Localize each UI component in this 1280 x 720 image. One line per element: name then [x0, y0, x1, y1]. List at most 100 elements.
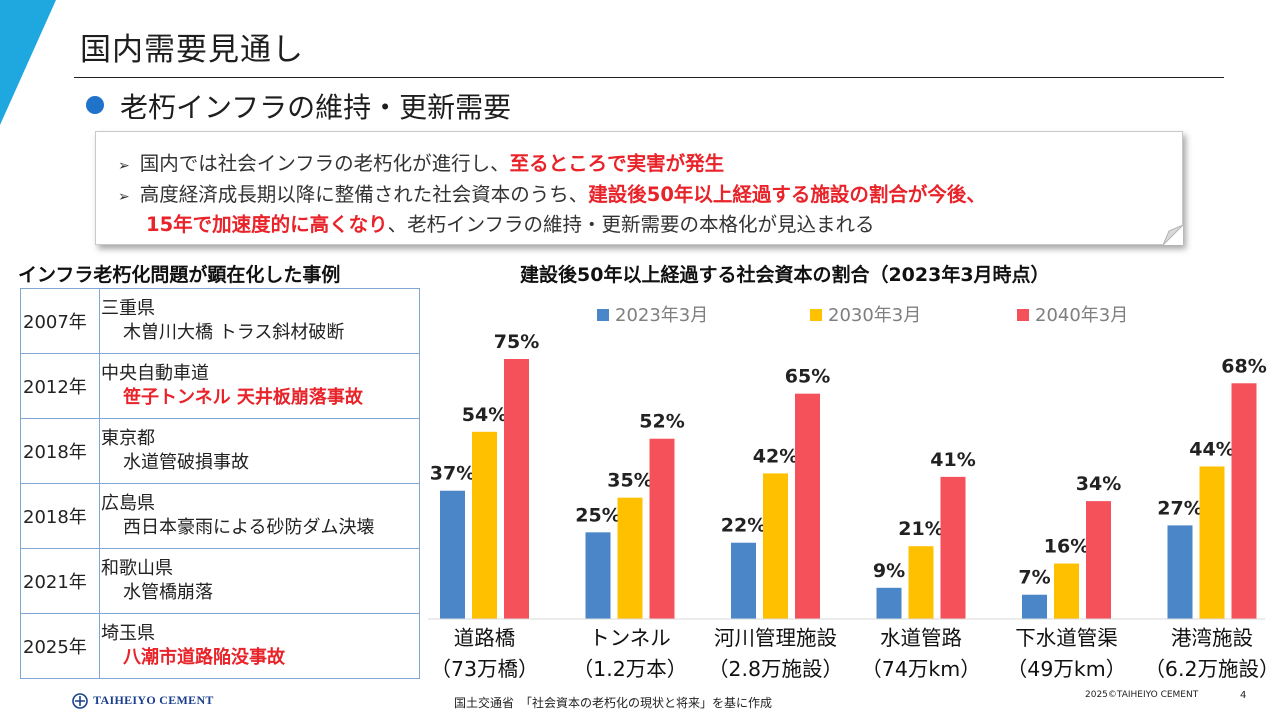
- bar: [731, 542, 756, 619]
- bar-chart: 2023年3月 2030年3月 2040年3月 37% 54% 75% 道路橋 （73万橋） 2…: [428, 305, 1270, 681]
- bar: [795, 393, 820, 619]
- callout-line-2-text: 高度経済成長期以降に整備された社会資本のうち、: [139, 183, 589, 206]
- bar: [940, 476, 966, 619]
- data-label: 22%: [721, 515, 766, 537]
- category-sublabel: （2.8万施設）: [708, 657, 843, 681]
- case-event: 水管橋崩落: [123, 582, 213, 603]
- cases-table: 2007年 三重県 木曽川大橋 トラス斜材破断 2012年 中央自動車道 笹子トンネル 天…: [20, 288, 420, 679]
- bar: [504, 359, 529, 619]
- category-sublabel: （1.2万本）: [573, 657, 688, 681]
- data-label: 7%: [1018, 567, 1050, 589]
- data-label: 27%: [1157, 497, 1202, 519]
- case-year: 2025年: [20, 613, 100, 679]
- data-label: 37%: [430, 463, 475, 485]
- case-year: 2012年: [20, 353, 100, 419]
- triangle-right-icon: ➢: [118, 158, 130, 174]
- legend-swatch: [597, 309, 609, 321]
- bar: [1199, 466, 1225, 619]
- data-label: 42%: [753, 445, 798, 467]
- case-description: 東京都 水道管破損事故: [99, 418, 420, 484]
- table-row: 2025年 埼玉県 八潮市道路陥没事故: [20, 613, 420, 679]
- bar: [649, 438, 675, 619]
- data-label: 75%: [494, 331, 539, 353]
- table-row: 2021年 和歌山県水管橋崩落: [20, 548, 420, 614]
- callout-line-1-text: 国内では社会インフラの老朽化が進行し、: [139, 152, 510, 175]
- category-label: トンネル: [589, 626, 671, 650]
- case-year: 2018年: [20, 483, 100, 549]
- company-logo: TAIHEIYO CEMENT: [72, 690, 214, 709]
- data-label: 44%: [1189, 438, 1234, 460]
- copyright: 2025©TAIHEIYO CEMENT: [1085, 690, 1199, 700]
- legend-label: 2023年3月: [615, 305, 708, 326]
- bar: [585, 532, 611, 619]
- callout-line-2-emphasis: 建設後50年以上経過する施設の割合が今後、: [588, 183, 986, 206]
- bar: [472, 431, 497, 619]
- case-year: 2018年: [20, 418, 100, 484]
- table-row: 2012年 中央自動車道 笹子トンネル 天井板崩落事故: [20, 353, 420, 419]
- legend-label: 2040年3月: [1035, 305, 1128, 326]
- triangle-right-icon: ➢: [118, 189, 130, 205]
- accent-triangle: [0, 0, 56, 125]
- data-label: 52%: [639, 411, 684, 433]
- data-label: 35%: [607, 470, 652, 492]
- callout-line-3: 15年で加速度的に高くなり、老朽インフラの維持・更新需要の本格化が見込まれる: [146, 208, 875, 237]
- bar: [763, 473, 788, 619]
- page-title: 国内需要見通し: [80, 32, 304, 68]
- bar: [617, 497, 643, 619]
- data-label: 54%: [462, 404, 507, 426]
- category-sublabel: （73万橋）: [430, 657, 538, 681]
- case-event: 笹子トンネル 天井板崩落事故: [123, 387, 363, 408]
- page-number: 4: [1240, 690, 1247, 701]
- category-sublabel: （6.2万施設）: [1144, 657, 1270, 681]
- logo-text: TAIHEIYO CEMENT: [93, 693, 214, 707]
- case-description: 広島県西日本豪雨による砂防ダム決壊: [99, 483, 420, 549]
- callout-line-3-text: 、老朽インフラの維持・更新需要の本格化が見込まれる: [387, 213, 875, 236]
- case-event: 木曽川大橋 トラス斜材破断: [123, 322, 345, 343]
- category-label: 港湾施設: [1171, 626, 1253, 650]
- data-label: 9%: [873, 560, 905, 582]
- callout-line-2: ➢ 高度経済成長期以降に整備された社会資本のうち、建設後50年以上経過する施設の割…: [118, 178, 986, 207]
- case-description: 埼玉県 八潮市道路陥没事故: [99, 613, 420, 679]
- chart-title: 建設後50年以上経過する社会資本の割合（2023年3月時点）: [520, 264, 1050, 286]
- title-divider: [74, 77, 1224, 78]
- data-label: 68%: [1221, 355, 1266, 377]
- source-note: 国土交通省 「社会資本の老朽化の現状と将来」を基に作成: [454, 696, 773, 710]
- bar: [1054, 563, 1079, 619]
- bar: [908, 546, 934, 619]
- bar: [876, 587, 902, 619]
- case-place: 東京都: [101, 427, 155, 449]
- cases-heading: インフラ老朽化問題が顕在化した事例: [18, 264, 341, 286]
- data-label: 65%: [785, 366, 830, 388]
- case-description: 和歌山県水管橋崩落: [99, 548, 420, 614]
- data-label: 16%: [1044, 536, 1089, 558]
- category-label: 水道管路: [880, 626, 962, 650]
- bar: [1022, 594, 1047, 619]
- case-place: 広島県: [101, 492, 155, 514]
- category-label: 道路橋: [454, 626, 516, 650]
- legend-label: 2030年3月: [828, 305, 921, 326]
- callout-line-3-emphasis: 15年で加速度的に高くなり: [146, 213, 388, 236]
- case-year: 2007年: [20, 288, 100, 354]
- bar: [1167, 525, 1193, 619]
- table-row: 2018年 広島県西日本豪雨による砂防ダム決壊: [20, 483, 420, 549]
- section-subtitle: 老朽インフラの維持・更新需要: [120, 91, 512, 124]
- data-label: 41%: [930, 449, 975, 471]
- category-label: 下水道管渠: [1015, 626, 1118, 650]
- logo-mark-icon: [72, 692, 88, 709]
- bar: [1086, 501, 1111, 619]
- table-row: 2018年 東京都 水道管破損事故: [20, 418, 420, 484]
- case-description: 中央自動車道 笹子トンネル 天井板崩落事故: [99, 353, 420, 419]
- callout-line-1: ➢ 国内では社会インフラの老朽化が進行し、至るところで実害が発生: [118, 147, 724, 176]
- table-row: 2007年 三重県 木曽川大橋 トラス斜材破断: [20, 288, 420, 354]
- category-label: 河川管理施設: [714, 626, 837, 650]
- summary-callout: ➢ 国内では社会インフラの老朽化が進行し、至るところで実害が発生 ➢ 高度経済成長期…: [95, 131, 1183, 245]
- data-label: 25%: [575, 504, 620, 526]
- case-description: 三重県 木曽川大橋 トラス斜材破断: [99, 288, 420, 354]
- data-label: 21%: [898, 518, 943, 540]
- page-curl-icon: [1163, 225, 1183, 245]
- case-event: 西日本豪雨による砂防ダム決壊: [123, 517, 375, 538]
- case-year: 2021年: [20, 548, 100, 614]
- accent-shape: [0, 0, 56, 125]
- case-place: 和歌山県: [101, 557, 173, 579]
- case-place: 埼玉県: [101, 622, 155, 644]
